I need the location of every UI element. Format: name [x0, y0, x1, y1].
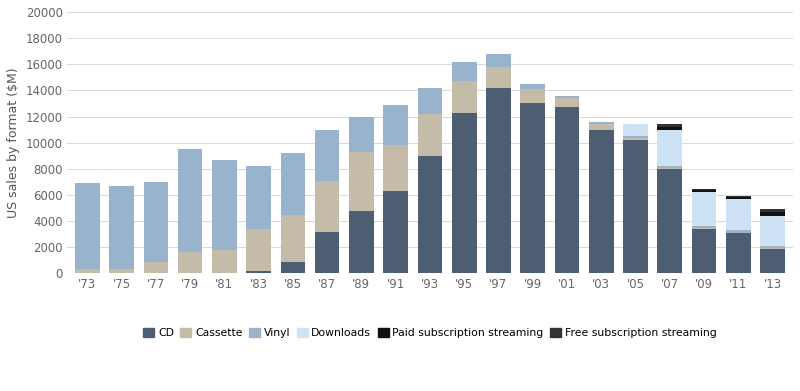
Bar [726, 233, 750, 273]
Bar [418, 156, 442, 273]
Bar [623, 138, 648, 140]
Bar [178, 253, 202, 273]
Bar [760, 208, 785, 212]
Y-axis label: US sales by format ($M): US sales by format ($M) [7, 67, 20, 218]
Bar [554, 108, 579, 273]
Bar [110, 186, 134, 269]
Bar [692, 192, 716, 226]
Bar [623, 136, 648, 138]
Bar [726, 196, 750, 197]
Bar [246, 229, 271, 271]
Bar [383, 191, 408, 273]
Bar [75, 183, 100, 269]
Bar [760, 216, 785, 246]
Bar [520, 84, 545, 89]
Bar [658, 168, 682, 169]
Bar [281, 262, 306, 273]
Legend: CD, Cassette, Vinyl, Downloads, Paid subscription streaming, Free subscription s: CD, Cassette, Vinyl, Downloads, Paid sub… [139, 323, 721, 342]
Bar [349, 152, 374, 211]
Bar [143, 182, 168, 262]
Bar [212, 160, 237, 250]
Bar [692, 229, 716, 273]
Bar [486, 67, 510, 88]
Bar [315, 129, 339, 181]
Bar [658, 124, 682, 127]
Bar [383, 145, 408, 191]
Bar [658, 166, 682, 168]
Bar [760, 246, 785, 248]
Bar [760, 249, 785, 273]
Bar [589, 124, 614, 129]
Bar [760, 212, 785, 216]
Bar [143, 262, 168, 273]
Bar [486, 88, 510, 273]
Bar [726, 199, 750, 230]
Bar [658, 169, 682, 273]
Bar [75, 269, 100, 273]
Bar [692, 226, 716, 228]
Bar [554, 96, 579, 98]
Bar [692, 190, 716, 192]
Bar [246, 166, 271, 229]
Bar [315, 231, 339, 273]
Bar [418, 114, 442, 156]
Bar [486, 54, 510, 67]
Bar [110, 269, 134, 273]
Bar [452, 62, 477, 81]
Bar [692, 189, 716, 190]
Bar [383, 105, 408, 145]
Bar [452, 113, 477, 273]
Bar [658, 131, 682, 166]
Bar [623, 140, 648, 273]
Bar [692, 228, 716, 229]
Bar [554, 98, 579, 108]
Bar [281, 153, 306, 215]
Bar [315, 181, 339, 231]
Bar [281, 215, 306, 262]
Bar [212, 250, 237, 273]
Bar [589, 129, 614, 273]
Bar [452, 81, 477, 113]
Bar [246, 271, 271, 273]
Bar [349, 211, 374, 273]
Bar [520, 104, 545, 273]
Bar [520, 89, 545, 104]
Bar [349, 117, 374, 152]
Bar [178, 149, 202, 253]
Bar [623, 124, 648, 136]
Bar [726, 230, 750, 233]
Bar [589, 122, 614, 124]
Bar [418, 88, 442, 114]
Bar [726, 197, 750, 199]
Bar [658, 127, 682, 131]
